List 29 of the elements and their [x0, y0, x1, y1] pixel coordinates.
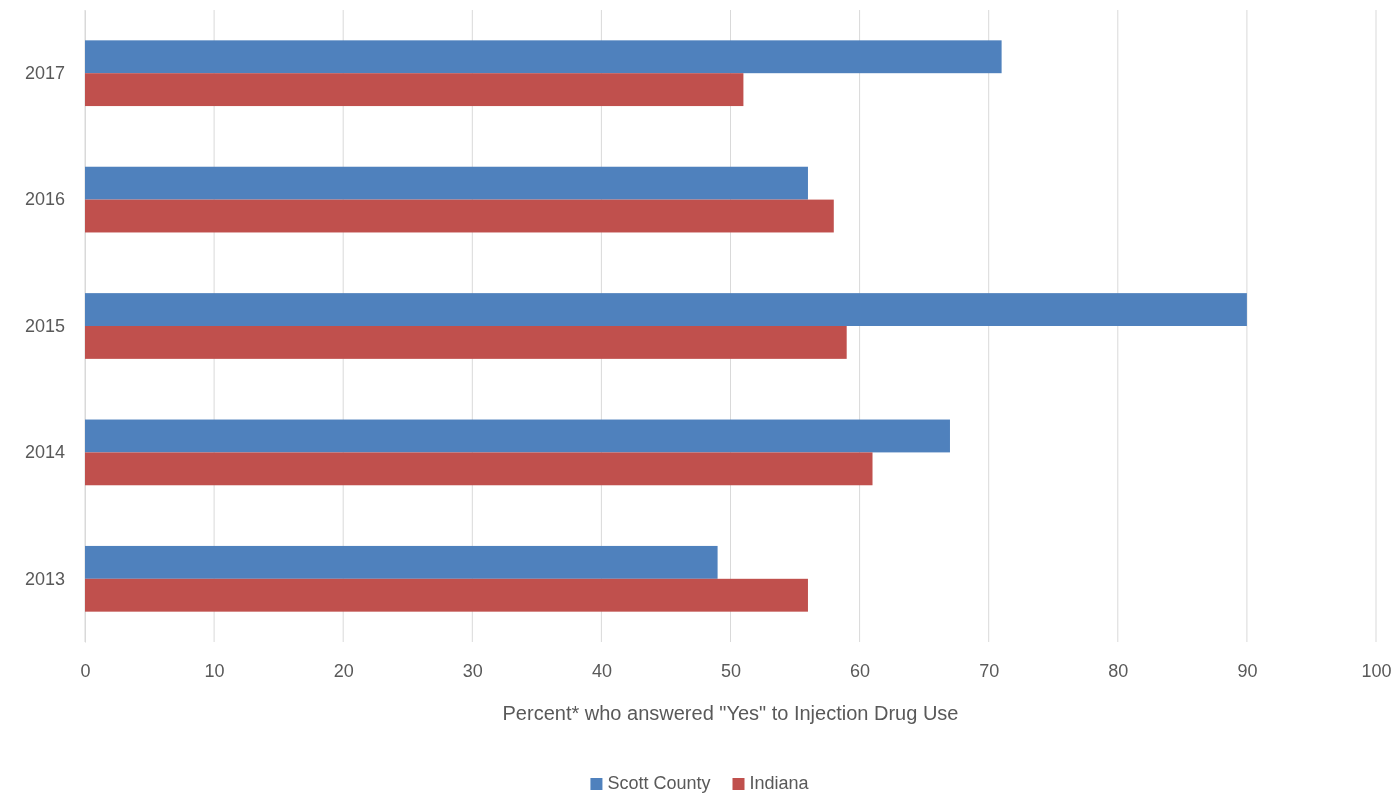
- legend-label: Scott County: [607, 773, 711, 793]
- x-tick-label: 50: [720, 660, 742, 681]
- y-tick-label: 2014: [24, 442, 65, 463]
- x-tick-label: 40: [591, 660, 612, 681]
- bar: [85, 40, 1002, 74]
- x-tick-label: 100: [1361, 660, 1392, 681]
- bar: [85, 326, 847, 359]
- legend-label: Indiana: [749, 773, 810, 793]
- x-tick-label: 0: [80, 660, 91, 681]
- bar: [85, 419, 950, 453]
- x-tick-label: 70: [979, 660, 1000, 681]
- bar: [85, 452, 873, 486]
- x-tick-label: 10: [204, 660, 225, 681]
- bar: [85, 199, 834, 233]
- x-tick-label: 20: [333, 660, 354, 681]
- bar: [85, 545, 718, 579]
- y-tick-label: 2016: [24, 189, 65, 210]
- x-tick-label: 80: [1108, 660, 1129, 681]
- x-tick-label: 90: [1237, 660, 1258, 681]
- bar: [85, 73, 744, 107]
- y-tick-label: 2017: [24, 62, 65, 83]
- x-tick-label: 30: [462, 660, 483, 681]
- x-tick-label: 60: [850, 660, 871, 681]
- y-tick-label: 2015: [24, 315, 65, 336]
- bar: [85, 293, 1247, 326]
- bar: [85, 578, 808, 612]
- y-tick-label: 2013: [24, 568, 65, 589]
- bar: [85, 166, 808, 200]
- x-axis-title: Percent* who answered "Yes" to Injection Drug Use: [502, 702, 959, 724]
